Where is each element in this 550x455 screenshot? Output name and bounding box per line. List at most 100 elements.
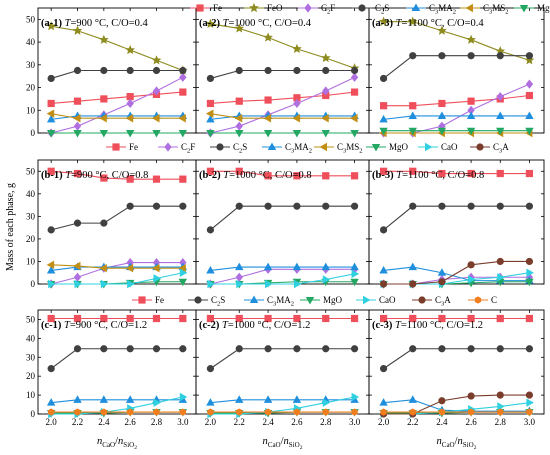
series-c3ma2 xyxy=(379,111,534,123)
data-point xyxy=(99,130,109,138)
series-line xyxy=(210,69,355,79)
panel-a-3: (a-3) T=1100 °C, C/O=0.4 xyxy=(368,7,545,138)
data-point xyxy=(467,97,475,105)
data-point xyxy=(408,127,417,136)
data-point xyxy=(265,279,273,289)
data-point xyxy=(525,278,534,287)
data-point xyxy=(153,408,160,416)
series-line xyxy=(383,170,530,175)
y-tick-label: 20 xyxy=(26,371,36,381)
x-tick-label: 2.2 xyxy=(407,417,418,427)
data-point xyxy=(235,97,243,105)
data-point xyxy=(152,130,161,138)
data-point xyxy=(379,280,388,288)
series-line xyxy=(51,396,183,415)
series-c2s xyxy=(47,66,187,83)
series-fe xyxy=(206,167,359,180)
data-point xyxy=(496,169,504,178)
data-point xyxy=(466,111,476,119)
data-point xyxy=(350,88,359,96)
data-point xyxy=(72,261,81,271)
data-point xyxy=(153,398,162,407)
series-line xyxy=(51,115,183,120)
series-line xyxy=(51,262,183,285)
data-point xyxy=(321,114,329,123)
data-point xyxy=(151,264,160,273)
data-point xyxy=(127,279,135,289)
series-line xyxy=(210,205,355,231)
legend-entry-c2s: C2S xyxy=(188,295,225,308)
legend-entry-fe: Fe xyxy=(190,3,222,13)
y-tick-label: 50 xyxy=(26,314,36,324)
y-tick-label: 30 xyxy=(26,352,36,362)
y-tick-label: 10 xyxy=(26,390,36,400)
data-point xyxy=(496,391,504,399)
data-point xyxy=(100,219,108,227)
data-point xyxy=(525,169,534,178)
data-point xyxy=(73,219,82,227)
series-line xyxy=(210,268,355,285)
data-point xyxy=(207,408,214,416)
series-line xyxy=(51,264,183,269)
data-point xyxy=(526,398,534,407)
data-point xyxy=(525,314,534,323)
data-point xyxy=(100,314,108,323)
series-c2s xyxy=(47,202,187,234)
series-cao xyxy=(207,269,360,289)
legend-marker xyxy=(112,143,120,151)
legend-entry-fe: Fe xyxy=(132,295,164,305)
data-point xyxy=(179,345,187,353)
data-point xyxy=(264,408,272,416)
data-point xyxy=(293,202,301,210)
series-cao xyxy=(48,268,188,289)
legend-marker xyxy=(249,2,259,13)
data-point xyxy=(293,279,302,289)
data-point xyxy=(73,66,82,75)
panel-title: (a-2) T=1000 °C, C/O=0.4 xyxy=(199,18,312,29)
data-point xyxy=(152,66,161,75)
data-point xyxy=(125,395,135,403)
data-point xyxy=(379,314,388,323)
data-point xyxy=(206,226,215,234)
legend-label: C3MA2 xyxy=(285,142,312,155)
data-point xyxy=(379,398,388,406)
panel-c-1: 2.0 2.2 2.4 2.6 2.8 3.0 0 10 20 30 40 50 (c-1) T=900… xyxy=(26,309,197,427)
data-point xyxy=(179,175,187,183)
series-line xyxy=(383,394,530,415)
y-tick-label: 30 xyxy=(26,60,36,70)
data-point xyxy=(496,111,505,119)
x-tick-label: 2.4 xyxy=(262,417,274,427)
data-point xyxy=(292,262,302,271)
data-point xyxy=(99,264,107,273)
data-point xyxy=(46,398,56,406)
data-point xyxy=(525,91,534,100)
y-tick-label: 50 xyxy=(26,166,36,176)
data-point xyxy=(179,72,187,82)
legend-label: CaO xyxy=(379,295,396,305)
y-tick-label: 50 xyxy=(26,14,36,24)
data-point xyxy=(125,264,134,273)
panel-b-3: (b-3) T=1100 °C, C/O=0.8 xyxy=(368,159,545,289)
data-point xyxy=(206,265,215,274)
data-point xyxy=(322,345,330,353)
data-point xyxy=(380,408,387,416)
data-point xyxy=(350,72,359,82)
y-tick-label: 0 xyxy=(31,409,36,419)
data-point xyxy=(525,345,534,353)
series-line xyxy=(51,91,183,104)
data-point xyxy=(151,114,160,123)
series-line xyxy=(383,205,530,231)
data-point xyxy=(379,365,388,373)
data-point xyxy=(206,167,215,175)
data-point xyxy=(350,202,359,210)
data-point xyxy=(379,226,388,234)
y-tick-label: 40 xyxy=(26,189,36,199)
data-point xyxy=(263,114,272,123)
series-mgo xyxy=(379,127,534,136)
data-point xyxy=(100,345,108,353)
series-cao xyxy=(380,398,534,419)
legend-entry-cao: CaO xyxy=(418,142,458,152)
data-point xyxy=(235,121,243,131)
y-tick-label: 10 xyxy=(26,105,36,115)
legend-label: C3MA2 xyxy=(429,3,456,16)
